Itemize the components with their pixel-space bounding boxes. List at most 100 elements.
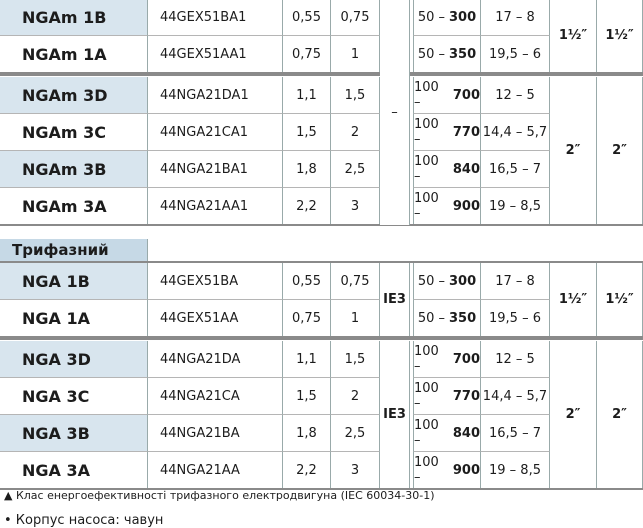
range-part: 100 –	[414, 381, 439, 411]
code: 44NGA21DA1	[148, 77, 283, 114]
power-kw: 1,1	[283, 341, 331, 378]
range-part: 900	[452, 462, 480, 478]
discharge-size: 2″	[597, 77, 643, 225]
flow-range: 50 –350	[413, 36, 481, 73]
flow-range: 50 –300	[413, 263, 481, 300]
range-part: 350	[449, 46, 477, 62]
head-range: 12 – 5	[481, 341, 550, 378]
flow-range: 100 – 840	[413, 415, 481, 452]
flow-range: 100 – 700	[413, 341, 481, 378]
range-part: 840	[452, 161, 480, 177]
power-kw: 1,8	[283, 415, 331, 452]
model: NGA 1A	[0, 300, 148, 337]
range-part: 300	[449, 273, 477, 289]
model: NGAm 3B	[0, 151, 148, 188]
range-part: 50 –	[417, 273, 446, 289]
suction-size: 2″	[550, 77, 597, 225]
bullet: • Корпус насоса: чавун	[4, 513, 164, 528]
head-range: 16,5 – 7	[481, 415, 550, 452]
range-part: 840	[452, 425, 480, 441]
range-part: 100 –	[414, 154, 439, 184]
power-hp: 2,5	[331, 151, 380, 188]
model: NGAm 3C	[0, 114, 148, 151]
range-part: 350	[449, 310, 477, 326]
head-range: 14,4 – 5,7	[481, 114, 550, 151]
suction-size: 2″	[550, 341, 597, 489]
model: NGA 3A	[0, 452, 148, 489]
code: 44NGA21DA	[148, 341, 283, 378]
suction-size: 1½″	[550, 0, 597, 73]
power-kw: 1,8	[283, 151, 331, 188]
model: NGA 1B	[0, 263, 148, 300]
model: NGA 3B	[0, 415, 148, 452]
discharge-size: 1½″	[597, 0, 643, 73]
range-part: 100 –	[414, 80, 439, 110]
flow-range: 50 –350	[413, 300, 481, 337]
power-hp: 3	[331, 452, 380, 489]
section-title: Трифазний	[0, 239, 148, 261]
power-kw: 0,75	[283, 300, 331, 337]
power-hp: 2	[331, 114, 380, 151]
ie-class: –	[380, 0, 410, 225]
range-part: 50 –	[417, 310, 446, 326]
range-part: 100 –	[414, 191, 439, 221]
ie-class: IE3	[380, 341, 410, 489]
flow-range: 100 – 700	[413, 77, 481, 114]
flow-range: 100 – 770	[413, 114, 481, 151]
flow-range: 50 –300	[413, 0, 481, 36]
head-range: 19,5 – 6	[481, 300, 550, 337]
code: 44NGA21AA1	[148, 188, 283, 225]
code: 44GEX51BA	[148, 263, 283, 300]
flow-range: 100 – 900	[413, 188, 481, 225]
power-kw: 0,75	[283, 36, 331, 73]
model: NGAm 1A	[0, 36, 148, 73]
power-hp: 1,5	[331, 341, 380, 378]
head-range: 19 – 8,5	[481, 188, 550, 225]
suction-size: 1½″	[550, 263, 597, 337]
code: 44NGA21AA	[148, 452, 283, 489]
range-part: 50 –	[417, 46, 446, 62]
range-part: 100 –	[414, 418, 439, 448]
code: 44GEX51AA1	[148, 36, 283, 73]
head-range: 17 – 8	[481, 0, 550, 36]
model: NGA 3D	[0, 341, 148, 378]
power-kw: 2,2	[283, 452, 331, 489]
range-part: 50 –	[417, 9, 446, 25]
range-part: 900	[452, 198, 480, 214]
model: NGAm 3D	[0, 77, 148, 114]
footnote: ▲ Клас енергоефективності трифазного еле…	[4, 489, 435, 502]
range-part: 700	[452, 87, 480, 103]
flow-range: 100 – 840	[413, 151, 481, 188]
range-part: 770	[452, 124, 480, 140]
power-hp: 2	[331, 378, 380, 415]
rule	[0, 336, 643, 340]
rule	[0, 72, 643, 76]
ie-class: IE3	[380, 263, 410, 337]
power-hp: 3	[331, 188, 380, 225]
code: 44GEX51BA1	[148, 0, 283, 36]
model: NGA 3C	[0, 378, 148, 415]
power-kw: 0,55	[283, 263, 331, 300]
power-hp: 1	[331, 36, 380, 73]
power-hp: 0,75	[331, 263, 380, 300]
power-kw: 1,1	[283, 77, 331, 114]
rule	[0, 488, 643, 490]
discharge-size: 1½″	[597, 263, 643, 337]
code: 44GEX51AA	[148, 300, 283, 337]
power-hp: 0,75	[331, 0, 380, 36]
range-part: 100 –	[414, 117, 439, 147]
discharge-size: 2″	[597, 341, 643, 489]
code: 44NGA21BA	[148, 415, 283, 452]
head-range: 12 – 5	[481, 77, 550, 114]
power-kw: 1,5	[283, 114, 331, 151]
power-kw: 2,2	[283, 188, 331, 225]
power-kw: 0,55	[283, 0, 331, 36]
head-range: 17 – 8	[481, 263, 550, 300]
power-hp: 1	[331, 300, 380, 337]
head-range: 14,4 – 5,7	[481, 378, 550, 415]
rule	[0, 261, 643, 263]
code: 44NGA21BA1	[148, 151, 283, 188]
range-part: 770	[452, 388, 480, 404]
model: NGAm 3A	[0, 188, 148, 225]
